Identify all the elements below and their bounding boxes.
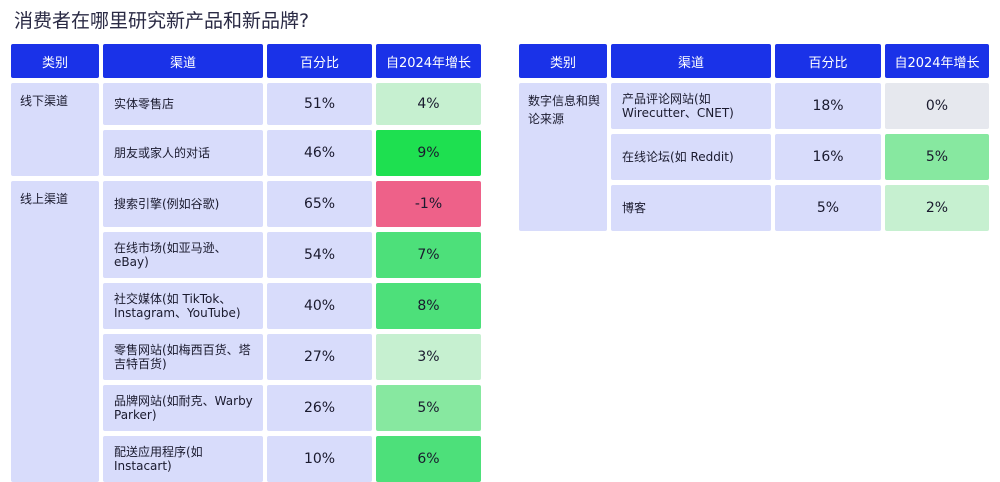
growth-cell: 7% (376, 232, 481, 278)
channel-cell: 配送应用程序(如 Instacart) (103, 436, 263, 482)
growth-cell: 5% (376, 385, 481, 431)
percent-cell: 54% (267, 232, 372, 278)
header-growth: 自2024年增长 (885, 44, 989, 78)
header-percent: 百分比 (775, 44, 881, 78)
channel-cell: 品牌网站(如耐克、Warby Parker) (103, 385, 263, 431)
growth-cell: 5% (885, 134, 989, 180)
page-title: 消费者在哪里研究新产品和新品牌? (14, 10, 310, 32)
category-cell: 数字信息和舆论来源 (519, 83, 607, 231)
channel-cell: 零售网站(如梅西百货、塔吉特百货) (103, 334, 263, 380)
growth-cell: 3% (376, 334, 481, 380)
percent-cell: 40% (267, 283, 372, 329)
channel-cell: 实体零售店 (103, 83, 263, 125)
growth-cell: 2% (885, 185, 989, 231)
category-cell: 线上渠道 (11, 181, 99, 482)
growth-cell: 8% (376, 283, 481, 329)
channel-cell: 博客 (611, 185, 771, 231)
growth-cell: -1% (376, 181, 481, 227)
percent-cell: 51% (267, 83, 372, 125)
growth-cell: 6% (376, 436, 481, 482)
header-growth: 自2024年增长 (376, 44, 481, 78)
channel-cell: 朋友或家人的对话 (103, 130, 263, 176)
channel-cell: 在线市场(如亚马逊、eBay) (103, 232, 263, 278)
percent-cell: 65% (267, 181, 372, 227)
growth-cell: 0% (885, 83, 989, 129)
growth-cell: 4% (376, 83, 481, 125)
percent-cell: 26% (267, 385, 372, 431)
percent-cell: 16% (775, 134, 881, 180)
header-category: 类别 (11, 44, 99, 78)
header-percent: 百分比 (267, 44, 372, 78)
channel-cell: 社交媒体(如 TikTok、Instagram、YouTube) (103, 283, 263, 329)
percent-cell: 46% (267, 130, 372, 176)
percent-cell: 5% (775, 185, 881, 231)
percent-cell: 27% (267, 334, 372, 380)
header-channel: 渠道 (103, 44, 263, 78)
category-cell: 线下渠道 (11, 83, 99, 176)
channel-cell: 在线论坛(如 Reddit) (611, 134, 771, 180)
header-channel: 渠道 (611, 44, 771, 78)
header-category: 类别 (519, 44, 607, 78)
channel-cell: 产品评论网站(如 Wirecutter、CNET) (611, 83, 771, 129)
percent-cell: 18% (775, 83, 881, 129)
growth-cell: 9% (376, 130, 481, 176)
percent-cell: 10% (267, 436, 372, 482)
channel-cell: 搜索引擎(例如谷歌) (103, 181, 263, 227)
